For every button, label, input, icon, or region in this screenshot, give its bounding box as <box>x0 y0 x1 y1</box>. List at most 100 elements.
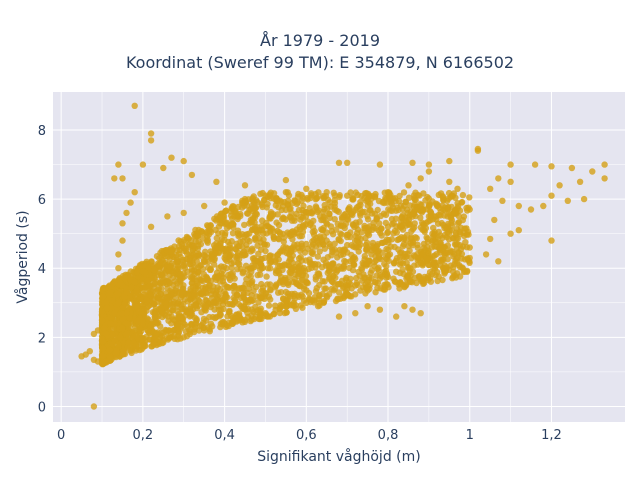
cloud-point <box>259 217 266 224</box>
cloud-point <box>344 291 351 298</box>
cloud-point <box>391 195 399 202</box>
data-point <box>111 278 118 286</box>
cloud-point <box>406 247 413 254</box>
cloud-point <box>313 195 320 202</box>
cloud-point <box>331 240 338 247</box>
cloud-point <box>307 259 314 266</box>
cloud-point <box>173 256 180 264</box>
cloud-point <box>267 257 274 265</box>
data-point <box>107 289 114 296</box>
data-point <box>364 303 371 310</box>
cloud-point <box>430 224 437 232</box>
cloud-point <box>331 216 338 223</box>
cloud-point <box>169 307 177 314</box>
cloud-point <box>414 244 421 252</box>
cloud-point <box>113 348 120 355</box>
cloud-point <box>357 235 364 243</box>
cloud-point <box>248 312 255 319</box>
cloud-point <box>282 276 289 284</box>
cloud-point <box>121 300 129 307</box>
cloud-point <box>340 222 347 229</box>
data-point <box>409 306 416 313</box>
data-point <box>115 161 122 168</box>
data-point <box>147 130 155 137</box>
cloud-point <box>156 255 163 262</box>
data-point <box>364 230 371 237</box>
data-point <box>446 157 453 165</box>
cloud-point <box>425 203 433 210</box>
cloud-point <box>144 327 152 335</box>
cloud-point <box>364 216 372 223</box>
cloud-point <box>309 241 317 248</box>
chart-title-line-2: Koordinat (Sweref 99 TM): E 354879, N 61… <box>125 53 515 72</box>
cloud-point <box>174 303 181 310</box>
data-point <box>487 185 494 192</box>
cloud-point <box>242 280 249 288</box>
cloud-point <box>394 204 401 211</box>
cloud-point <box>182 247 190 254</box>
cloud-point <box>233 292 241 299</box>
data-point <box>188 171 196 179</box>
cloud-point <box>300 202 307 210</box>
data-point <box>540 202 547 210</box>
cloud-point <box>355 243 363 251</box>
cloud-point <box>314 253 322 260</box>
cloud-point <box>232 246 240 253</box>
data-point <box>487 235 494 243</box>
cloud-point <box>163 294 170 301</box>
cloud-point <box>267 286 274 293</box>
cloud-point <box>217 323 224 331</box>
data-point <box>107 320 114 327</box>
cloud-point <box>400 189 408 196</box>
cloud-point <box>362 290 369 297</box>
cloud-point <box>424 238 431 246</box>
data-point <box>131 102 138 110</box>
data-point <box>115 265 122 272</box>
cloud-point <box>149 275 156 282</box>
cloud-point <box>297 302 304 309</box>
cloud-point <box>370 223 377 231</box>
cloud-point <box>166 263 173 270</box>
cloud-point <box>456 262 463 269</box>
cloud-point <box>354 191 361 199</box>
cloud-point <box>358 264 365 272</box>
cloud-point <box>380 286 387 293</box>
cloud-point <box>400 236 408 243</box>
cloud-point <box>375 264 382 271</box>
cloud-point <box>300 285 308 293</box>
data-point <box>241 182 249 189</box>
cloud-point <box>403 259 410 266</box>
cloud-point <box>202 303 210 310</box>
cloud-point <box>193 258 200 265</box>
cloud-point <box>298 257 305 264</box>
data-point <box>131 278 138 286</box>
data-point <box>90 403 98 410</box>
cloud-point <box>279 203 287 210</box>
cloud-point <box>451 209 458 216</box>
cloud-point <box>339 216 346 223</box>
cloud-point <box>309 248 316 256</box>
cloud-point <box>291 241 298 248</box>
cloud-point <box>188 265 195 273</box>
cloud-point <box>428 244 436 251</box>
cloud-point <box>295 190 302 198</box>
data-point <box>123 209 130 217</box>
cloud-point <box>196 275 203 282</box>
cloud-point <box>99 352 106 359</box>
data-point <box>221 254 228 262</box>
data-point <box>376 161 384 168</box>
cloud-point <box>298 277 305 284</box>
data-point <box>262 310 269 317</box>
cloud-point <box>170 282 177 289</box>
cloud-point <box>361 252 368 260</box>
cloud-point <box>272 302 279 309</box>
cloud-point <box>132 332 140 339</box>
cloud-point <box>328 285 335 293</box>
cloud-point <box>124 320 131 327</box>
cloud-point <box>384 229 391 236</box>
cloud-point <box>335 263 343 270</box>
cloud-point <box>316 302 323 309</box>
cloud-point <box>206 227 214 234</box>
cloud-point <box>348 242 355 249</box>
cloud-point <box>436 244 443 251</box>
